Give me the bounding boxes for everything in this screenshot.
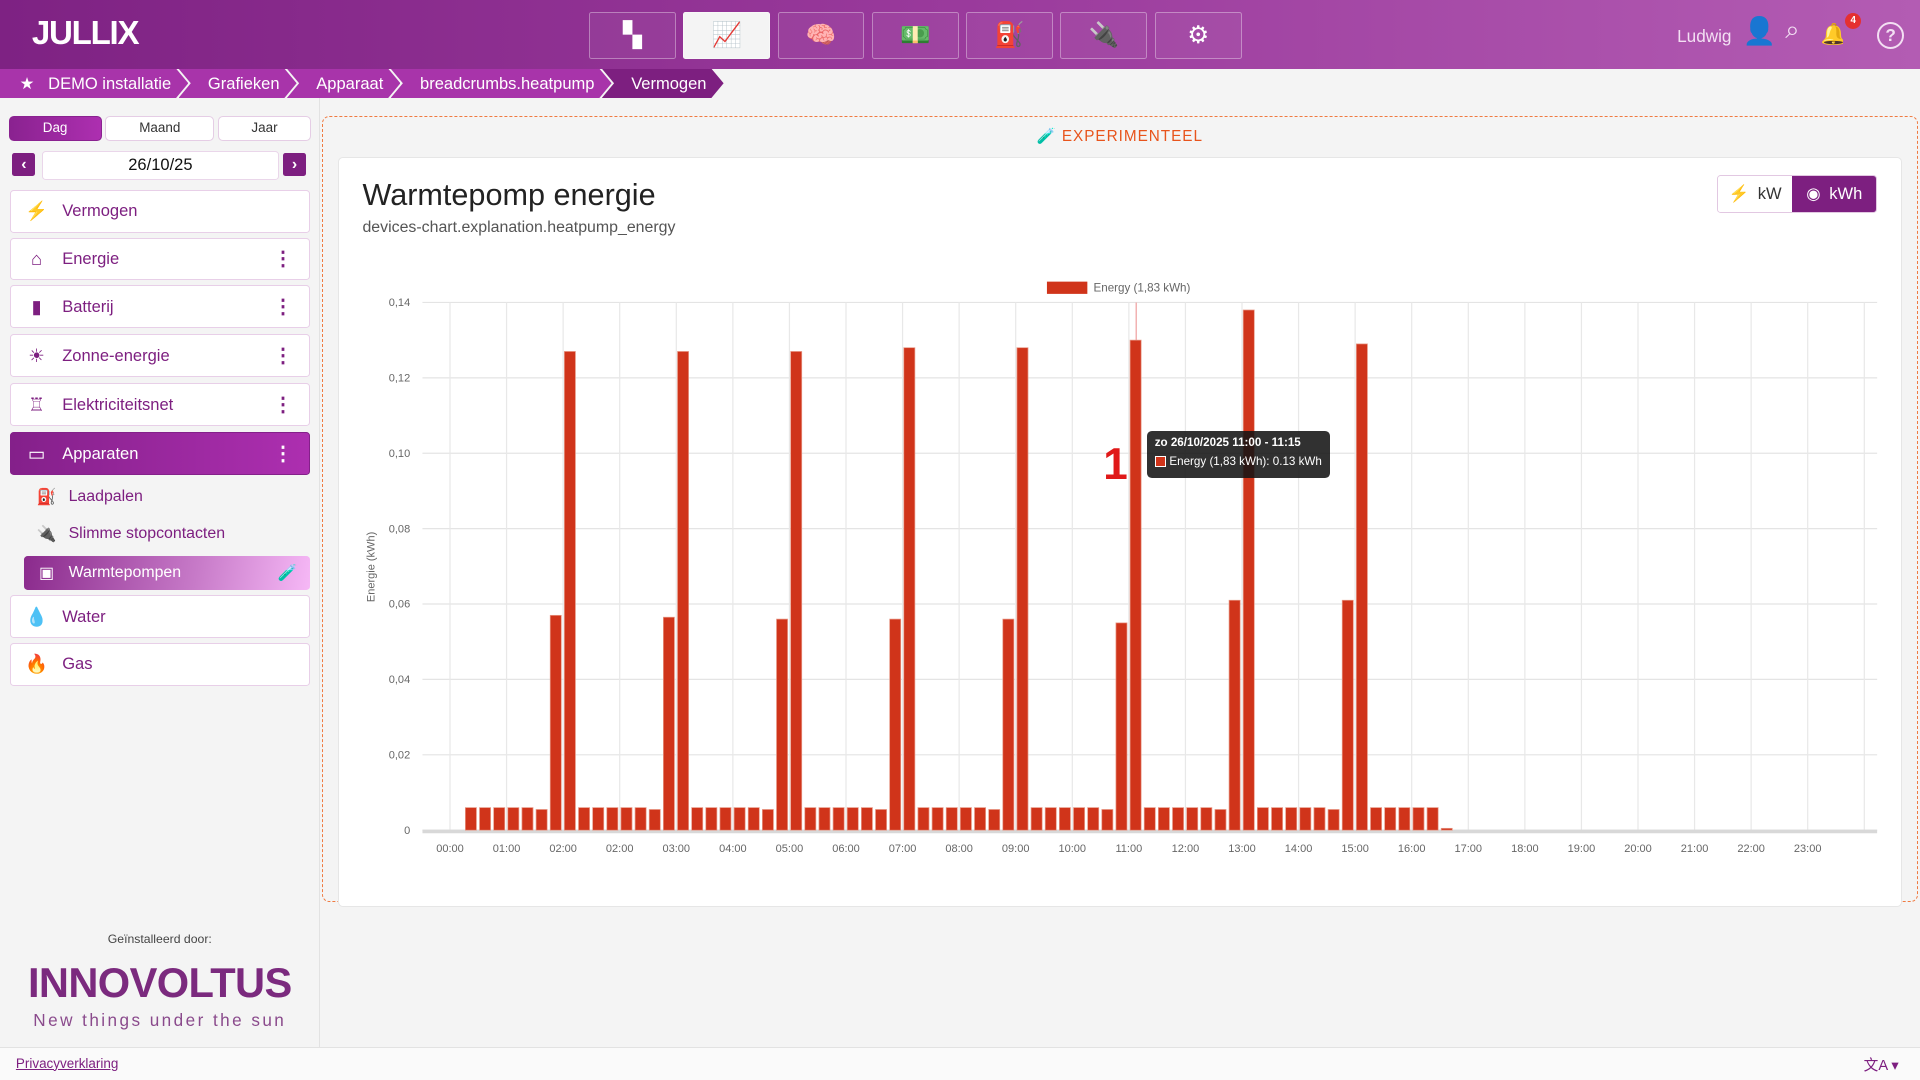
next-date-button[interactable]: › [282,153,307,177]
flask-icon: 🧪 [1036,128,1057,146]
more-icon[interactable]: ⋮ [273,295,293,318]
breadcrumb-grafieken[interactable]: Grafieken [179,69,297,98]
bell-icon[interactable]: 🔔 [1821,23,1843,47]
date-picker[interactable]: 26/10/25 [41,150,280,180]
installer-tagline: New things under the sun [33,1010,287,1031]
unit-switch: ⚡ kW ◉ kWh [1716,175,1878,214]
more-icon[interactable]: ⋮ [273,393,293,416]
sidebar-item-apparaten[interactable]: ▭ Apparaten ⋮ [9,432,310,476]
user-name[interactable]: Ludwig [1677,25,1732,46]
nav-button-gear[interactable]: ⚙ [1154,12,1242,59]
bolt-icon: ⚡ [25,200,48,222]
notification-badge: 4 [1845,13,1862,30]
installer-label: Geïnstalleerd door: [107,931,212,946]
breadcrumb-home[interactable]: ★ DEMO installatie [0,69,188,98]
breadcrumb-vermogen[interactable]: Vermogen [602,69,724,98]
sidebar-item-water[interactable]: 💧 Water [9,595,310,638]
chart-subtitle: devices-chart.explanation.heatpump_energ… [362,219,676,237]
battery-icon: ▮ [31,295,42,317]
power-tower-icon: ♖ [28,393,45,415]
nav-button-brain[interactable]: 🧠 [777,12,865,59]
sidebar-subitem-slimme-stopcontacten[interactable]: 🔌 Slimme stopcontacten [24,517,309,551]
bolt-icon: ⚡ [1728,184,1750,204]
breadcrumb-heatpump[interactable]: breadcrumbs.heatpump [391,69,612,98]
installer-logo: INNOVOLTUS [27,959,292,1006]
previous-date-button[interactable]: ‹ [12,153,36,177]
nav-button-plug[interactable]: 🔌 [1060,12,1148,59]
sidebar-item-batterij[interactable]: ▮ Batterij ⋮ [9,285,310,329]
more-icon[interactable]: ⋮ [273,442,293,465]
kwh-button[interactable]: ◉ kWh [1792,176,1877,213]
sidebar-subitem-warmtepompen[interactable]: ▣ Warmtepompen 🧪 [24,555,310,591]
house-bolt-icon: ⌂ [30,247,43,269]
breadcrumb-apparaat[interactable]: Apparaat [287,69,401,98]
nav-button-charging-station[interactable]: ⛽ [966,12,1054,59]
search-icon[interactable]: ⌕ [1785,16,1800,45]
annotation-marker: 1 [1103,440,1128,490]
meter-icon: ◉ [1806,184,1821,204]
sidebar-item-zonne-energie[interactable]: ☀ Zonne-energie ⋮ [9,334,310,378]
charging-station-icon: ⛽ [994,22,1025,50]
star-icon: ★ [19,73,35,93]
user-icon[interactable]: 👤 [1742,16,1776,47]
top-bar [0,0,1920,69]
money-icon: 💵 [900,22,931,50]
footer [0,1046,1920,1080]
sidebar-item-elektriciteitsnet[interactable]: ♖ Elektriciteitsnet ⋮ [9,383,310,427]
dashboard-icon: ▚ [623,22,642,50]
period-tab-dag[interactable]: Dag [8,116,102,141]
sun-icon: ☀ [28,344,45,366]
translate-icon[interactable]: 文A ▾ [1863,1058,1899,1075]
kw-button[interactable]: ⚡ kW [1717,176,1793,213]
brain-icon: 🧠 [805,22,837,50]
sidebar-item-vermogen[interactable]: ⚡ Vermogen [9,189,310,233]
period-tab-jaar[interactable]: Jaar [217,116,311,141]
chart-tooltip: zo 26/10/2025 11:00 - 11:15 Energy (1,83… [1147,431,1330,478]
plug-icon: 🔌 [36,525,57,543]
period-tab-maand[interactable]: Maand [105,116,215,141]
plug-icon: 🔌 [1088,22,1120,50]
more-icon[interactable]: ⋮ [273,247,293,270]
experimental-label: 🧪 EXPERIMENTEEL [1036,128,1203,146]
series-swatch [1154,456,1166,468]
nav-button-money[interactable]: 💵 [871,12,959,59]
chart-line-icon: 📈 [711,22,742,50]
gear-icon: ⚙ [1187,22,1210,50]
sidebar-subitem-laadpalen[interactable]: ⛽ Laadpalen [24,480,309,514]
charging-station-icon: ⛽ [36,489,57,507]
breadcrumb: ★ DEMO installatie Grafieken Apparaat br… [0,69,714,98]
flask-icon: 🧪 [277,565,298,583]
nav-button-chart-line[interactable]: 📈 [683,12,771,59]
privacy-link[interactable]: Privacyverklaring [15,1055,119,1071]
help-icon[interactable]: ? [1877,22,1905,49]
more-icon[interactable]: ⋮ [273,344,293,367]
heatpump-icon: ▣ [39,565,55,583]
nav-button-dashboard[interactable]: ▚ [588,12,676,59]
flame-icon: 🔥 [25,653,48,675]
chart-card [337,156,1902,908]
page-title: Warmtepomp energie [362,177,656,212]
sidebar-item-energie[interactable]: ⌂ Energie ⋮ [9,237,310,281]
devices-icon: ▭ [27,442,46,464]
sidebar-item-gas[interactable]: 🔥 Gas [9,642,310,686]
water-drop-icon: 💧 [25,605,48,627]
jullix-logo[interactable]: JULLIX [31,14,140,52]
